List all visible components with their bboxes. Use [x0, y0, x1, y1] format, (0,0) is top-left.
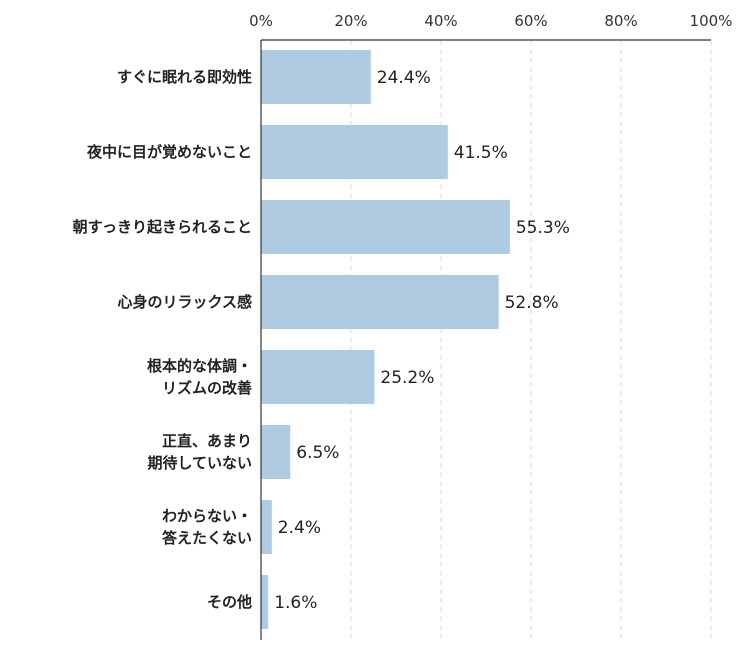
value-label: 2.4% [278, 518, 321, 538]
value-label: 6.5% [296, 443, 339, 463]
bar [261, 275, 499, 329]
category-label-line: その他 [207, 593, 252, 611]
category-label-line: 答えたくない [162, 529, 252, 547]
x-tick-label: 0% [249, 12, 273, 30]
x-tick-label: 20% [334, 12, 367, 30]
category-label-line: リズムの改善 [162, 379, 252, 397]
category-label: その他 [207, 593, 252, 611]
category-label-line: 心身のリラックス感 [117, 293, 252, 311]
value-label: 41.5% [454, 143, 508, 163]
value-label: 24.4% [377, 68, 431, 88]
x-tick-label: 60% [514, 12, 547, 30]
category-label: 心身のリラックス感 [117, 293, 252, 311]
bar [261, 125, 448, 179]
x-tick-label: 80% [604, 12, 637, 30]
bar [261, 425, 291, 479]
category-label-line: 夜中に目が覚めないこと [86, 143, 252, 161]
bar [261, 350, 375, 404]
category-label: 根本的な体調・リズムの改善 [147, 357, 252, 397]
category-label-line: 期待していない [147, 454, 252, 472]
bar [261, 50, 371, 104]
value-label: 55.3% [516, 218, 570, 238]
category-label: わからない・答えたくない [162, 507, 252, 547]
x-tick-label: 100% [690, 12, 733, 30]
x-tick-label: 40% [424, 12, 457, 30]
category-label-line: すぐに眠れる即効性 [117, 68, 252, 86]
bar [261, 200, 510, 254]
bar [261, 500, 272, 554]
category-label: 夜中に目が覚めないこと [86, 143, 252, 161]
category-label-line: わからない・ [162, 507, 252, 525]
category-label: 正直、あまり期待していない [147, 432, 252, 472]
category-label-line: 根本的な体調・ [147, 357, 252, 375]
category-label-line: 朝すっきり起きられること [73, 218, 252, 236]
category-label: 朝すっきり起きられること [73, 218, 252, 236]
value-label: 1.6% [274, 593, 317, 613]
value-label: 52.8% [505, 293, 559, 313]
bar [261, 575, 269, 629]
category-label: すぐに眠れる即効性 [117, 68, 252, 86]
category-label-line: 正直、あまり [162, 432, 252, 450]
value-label: 25.2% [380, 368, 434, 388]
